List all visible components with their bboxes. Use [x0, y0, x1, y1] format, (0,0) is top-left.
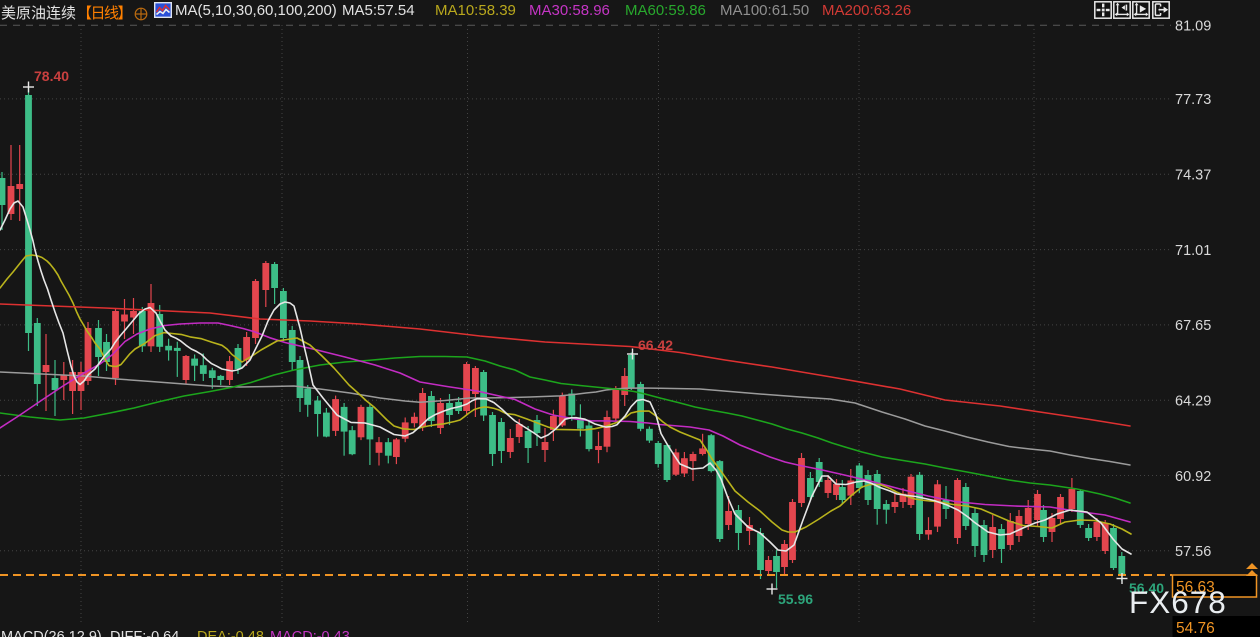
svg-text:60.92: 60.92 — [1175, 469, 1211, 485]
svg-text:56.63: 56.63 — [1176, 579, 1215, 596]
svg-text:81.09: 81.09 — [1175, 19, 1211, 35]
svg-text:77.73: 77.73 — [1175, 92, 1211, 108]
svg-text:55.96: 55.96 — [778, 591, 813, 607]
svg-text:67.65: 67.65 — [1175, 318, 1211, 334]
svg-text:71.01: 71.01 — [1175, 243, 1211, 259]
svg-text:57.56: 57.56 — [1175, 544, 1211, 560]
svg-text:FX678: FX678 — [1129, 584, 1227, 620]
svg-text:78.40: 78.40 — [34, 68, 69, 84]
svg-text:56.40: 56.40 — [1129, 580, 1164, 596]
svg-text:74.37: 74.37 — [1175, 168, 1211, 184]
svg-text:66.42: 66.42 — [638, 337, 673, 353]
svg-text:54.76: 54.76 — [1176, 620, 1215, 637]
svg-text:64.29: 64.29 — [1175, 394, 1211, 410]
